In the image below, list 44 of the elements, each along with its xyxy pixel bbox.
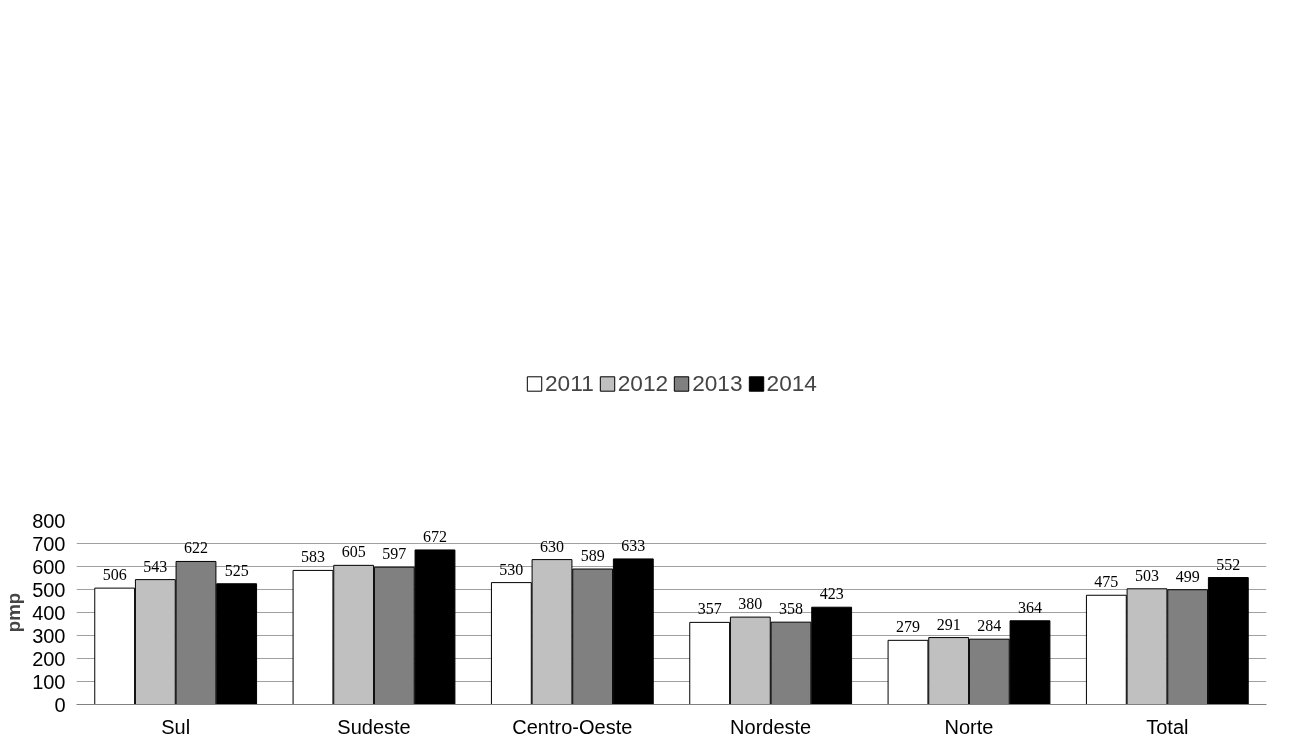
data-label: 525 [224,561,249,579]
data-label: 605 [341,543,366,561]
y-tick-label: 0 [54,693,66,716]
x-tick-label: Nordeste [730,715,812,738]
x-tick-label: Sul [161,715,191,738]
legend-label: 2011 [545,369,594,397]
legend-label: 2013 [692,369,743,397]
data-label: 630 [540,537,564,555]
data-label: 279 [896,618,921,636]
x-tick-label: Centro-Oeste [512,715,633,738]
data-label: 423 [819,585,844,603]
data-label: 530 [499,560,524,578]
data-label: 357 [697,600,722,618]
data-label: 506 [102,566,127,584]
y-tick-label: 800 [32,509,66,532]
y-tick-label: 400 [32,601,66,624]
data-label: 499 [1175,567,1200,585]
data-label: 583 [301,548,326,566]
y-tick-label: 300 [32,624,66,647]
data-label: 672 [422,527,447,545]
data-label: 589 [580,547,605,565]
y-axis-title: pmp [3,592,25,633]
legend-label: 2012 [617,369,669,397]
data-label: 284 [977,617,1002,635]
data-label: 475 [1094,573,1119,591]
x-tick-label: Sudeste [337,715,411,738]
data-label: 291 [936,615,961,633]
y-tick-label: 200 [32,647,66,670]
y-tick-label: 700 [32,532,66,555]
data-label: 597 [382,545,407,563]
data-label: 503 [1135,566,1159,584]
y-tick-label: 100 [32,670,66,693]
legend-label: 2014 [766,369,817,397]
y-tick-label: 500 [32,578,66,601]
y-tick-label: 600 [32,555,66,578]
x-tick-label: Total [1146,715,1189,738]
data-label: 633 [621,536,646,554]
data-label: 543 [143,557,168,575]
data-label: 358 [779,600,803,618]
data-label: 552 [1216,555,1241,573]
data-label: 364 [1017,598,1042,616]
x-tick-label: Norte [944,715,994,738]
data-label: 622 [184,539,208,557]
data-label: 380 [738,595,763,613]
